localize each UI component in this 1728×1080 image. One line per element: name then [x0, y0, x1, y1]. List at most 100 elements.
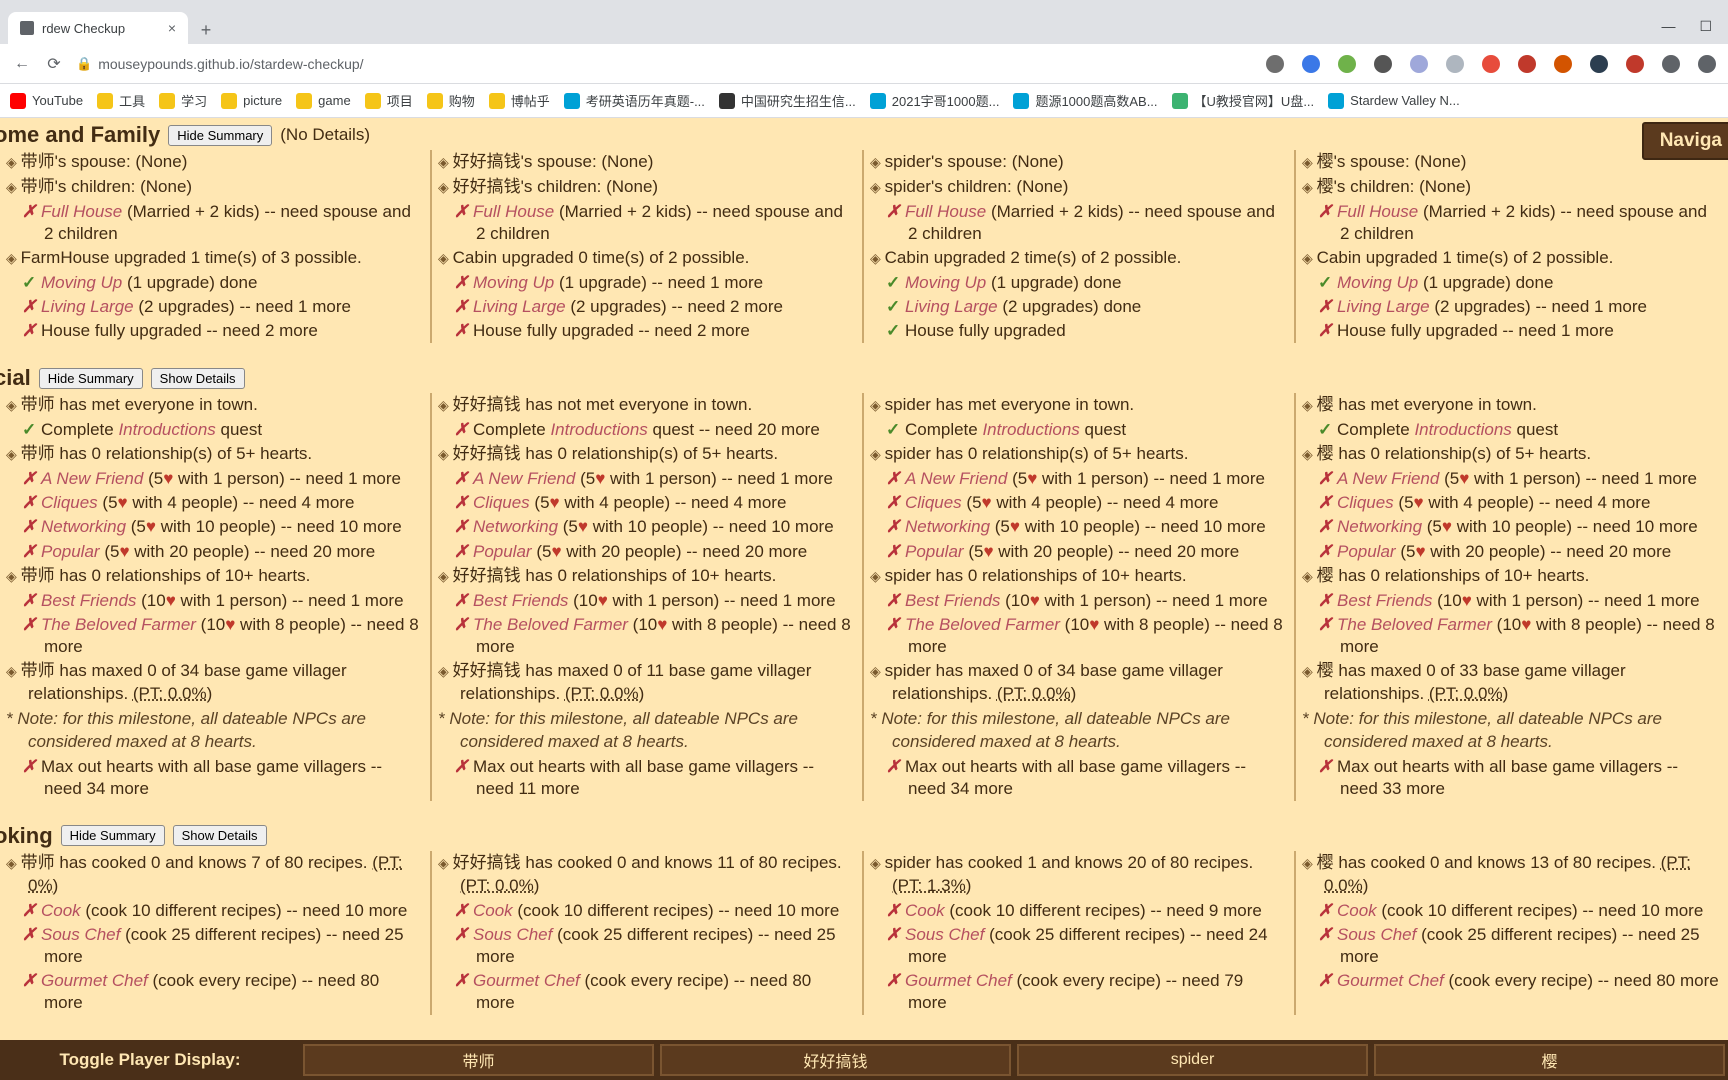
- ach-line: ✗ Cliques (5♥ with 4 people) -- need 4 m…: [1296, 491, 1720, 515]
- cook-ach: ✗ Sous Chef (cook 25 different recipes) …: [432, 923, 854, 969]
- bookmark-item[interactable]: game: [296, 93, 351, 109]
- bookmark-item[interactable]: YouTube: [10, 93, 83, 109]
- spouse-line: 带师's spouse: (None): [0, 150, 422, 175]
- cook-head: 好好搞钱 has cooked 0 and knows 11 of 80 rec…: [432, 851, 854, 899]
- note-line: * Note: for this milestone, all dateable…: [432, 707, 854, 755]
- bookmark-item[interactable]: 博帖乎: [489, 91, 550, 110]
- maxout-line: ✗ Max out hearts with all base game vill…: [864, 755, 1286, 801]
- favicon-icon: [20, 21, 34, 35]
- cooking-columns: 带师 has cooked 0 and knows 7 of 80 recipe…: [0, 851, 1728, 1015]
- bookmark-icon: [221, 93, 237, 109]
- maximize-icon[interactable]: ☐: [1699, 18, 1712, 35]
- bookmark-item[interactable]: 【U教授官网】U盘...: [1172, 91, 1315, 110]
- bookmark-item[interactable]: Stardew Valley N...: [1328, 93, 1460, 109]
- player-column: spider has cooked 1 and knows 20 of 80 r…: [864, 851, 1296, 1015]
- cook-head: 樱 has cooked 0 and knows 13 of 80 recipe…: [1296, 851, 1720, 899]
- bookmark-item[interactable]: 考研英语历年真题-...: [564, 91, 705, 110]
- player-toggle-button[interactable]: 樱: [1374, 1044, 1725, 1076]
- maxed-line: 樱 has maxed 0 of 33 base game villager r…: [1296, 659, 1720, 707]
- housefull-line: ✓ House fully upgraded: [864, 319, 1286, 343]
- section-header-cooking: oking Hide Summary Show Details: [0, 819, 1728, 851]
- rel10-line: 带师 has 0 relationships of 10+ hearts.: [0, 564, 422, 589]
- reload-icon[interactable]: ⟳: [44, 54, 64, 74]
- section-title-cooking: oking: [0, 823, 53, 849]
- show-details-button[interactable]: Show Details: [173, 825, 267, 846]
- player-toggle-button[interactable]: 带师: [303, 1044, 654, 1076]
- ach-line: ✗ Popular (5♥ with 20 people) -- need 20…: [1296, 540, 1720, 564]
- extension-icon[interactable]: [1410, 55, 1428, 73]
- bookmark-item[interactable]: picture: [221, 93, 282, 109]
- hide-summary-button[interactable]: Hide Summary: [39, 368, 143, 389]
- back-icon[interactable]: ←: [12, 55, 32, 73]
- met-line: 好好搞钱 has not met everyone in town.: [432, 393, 854, 418]
- extension-icon[interactable]: [1662, 55, 1680, 73]
- bookmark-item[interactable]: 购物: [427, 91, 475, 110]
- maxed-line: 好好搞钱 has maxed 0 of 11 base game village…: [432, 659, 854, 707]
- tab-close-icon[interactable]: ×: [168, 20, 176, 36]
- lock-icon: 🔒: [76, 56, 92, 72]
- hide-summary-button[interactable]: Hide Summary: [168, 125, 272, 146]
- ach-line: ✗ The Beloved Farmer (10♥ with 8 people)…: [864, 613, 1286, 659]
- bookmark-item[interactable]: 学习: [159, 91, 207, 110]
- rel10-line: spider has 0 relationships of 10+ hearts…: [864, 564, 1286, 589]
- housefull-line: ✗ House fully upgraded -- need 1 more: [1296, 319, 1720, 343]
- player-toggle-button[interactable]: spider: [1017, 1044, 1368, 1076]
- intro-line: ✓ Complete Introductions quest: [0, 418, 422, 442]
- ach-line: ✗ Best Friends (10♥ with 1 person) -- ne…: [0, 589, 422, 613]
- show-details-button[interactable]: Show Details: [151, 368, 245, 389]
- extension-icon[interactable]: [1590, 55, 1608, 73]
- bookmark-label: 博帖乎: [511, 91, 550, 110]
- minimize-icon[interactable]: —: [1661, 18, 1675, 34]
- bookmarks-bar: YouTube 工具 学习 picture game 项目购物 博帖乎考研英语历年真题-..…: [0, 84, 1728, 118]
- cook-ach: ✗ Cook (cook 10 different recipes) -- ne…: [0, 899, 422, 923]
- extension-icon[interactable]: [1554, 55, 1572, 73]
- bookmark-item[interactable]: 2021宇哥1000题...: [870, 91, 1000, 110]
- bookmark-icon: [159, 93, 175, 109]
- cook-ach: ✗ Sous Chef (cook 25 different recipes) …: [0, 923, 422, 969]
- bookmark-label: 学习: [181, 91, 207, 110]
- extension-icon[interactable]: [1482, 55, 1500, 73]
- housefull-line: ✗ House fully upgraded -- need 2 more: [0, 319, 422, 343]
- new-tab-button[interactable]: +: [192, 16, 220, 44]
- player-column: 樱 has met everyone in town.✓ Complete In…: [1296, 393, 1728, 801]
- ach-line: ✗ Cliques (5♥ with 4 people) -- need 4 m…: [864, 491, 1286, 515]
- ach-line: ✗ Networking (5♥ with 10 people) -- need…: [864, 515, 1286, 539]
- children-line: spider's children: (None): [864, 175, 1286, 200]
- ach-line: ✗ Best Friends (10♥ with 1 person) -- ne…: [864, 589, 1286, 613]
- housefull-line: ✗ House fully upgraded -- need 2 more: [432, 319, 854, 343]
- fullhouse-line: ✗ Full House (Married + 2 kids) -- need …: [1296, 200, 1720, 246]
- extension-icon[interactable]: [1338, 55, 1356, 73]
- spouse-line: spider's spouse: (None): [864, 150, 1286, 175]
- player-toggle-button[interactable]: 好好搞钱: [660, 1044, 1011, 1076]
- extension-icon[interactable]: [1446, 55, 1464, 73]
- browser-tab[interactable]: rdew Checkup ×: [8, 12, 188, 44]
- url-display[interactable]: 🔒 mouseypounds.github.io/stardew-checkup…: [76, 56, 364, 72]
- extension-icon[interactable]: [1374, 55, 1392, 73]
- extension-icon[interactable]: [1302, 55, 1320, 73]
- ach-line: ✗ A New Friend (5♥ with 1 person) -- nee…: [0, 467, 422, 491]
- browser-top-strip: [0, 0, 1728, 8]
- ach-line: ✗ Cliques (5♥ with 4 people) -- need 4 m…: [432, 491, 854, 515]
- player-column: spider's spouse: (None)spider's children…: [864, 150, 1296, 343]
- page-content: Naviga ome and Family Hide Summary (No D…: [0, 118, 1728, 1040]
- bookmark-label: 工具: [119, 91, 145, 110]
- navigate-button[interactable]: Naviga: [1642, 122, 1728, 160]
- bookmark-item[interactable]: 中国研究生招生信...: [719, 91, 856, 110]
- ach-line: ✗ Popular (5♥ with 20 people) -- need 20…: [432, 540, 854, 564]
- bookmark-label: Stardew Valley N...: [1350, 93, 1460, 108]
- extension-icon[interactable]: [1266, 55, 1284, 73]
- note-line: * Note: for this milestone, all dateable…: [1296, 707, 1720, 755]
- bookmark-item[interactable]: 题源1000题高数AB...: [1013, 91, 1157, 110]
- note-line: * Note: for this milestone, all dateable…: [864, 707, 1286, 755]
- extension-icon[interactable]: [1626, 55, 1644, 73]
- moving-line: ✓ Moving Up (1 upgrade) done: [1296, 271, 1720, 295]
- bookmark-item[interactable]: 项目: [365, 91, 413, 110]
- fullhouse-line: ✗ Full House (Married + 2 kids) -- need …: [0, 200, 422, 246]
- section-title-home: ome and Family: [0, 122, 160, 148]
- bookmark-item[interactable]: 工具: [97, 91, 145, 110]
- extension-icon[interactable]: [1518, 55, 1536, 73]
- extension-icon[interactable]: [1698, 55, 1716, 73]
- hide-summary-button[interactable]: Hide Summary: [61, 825, 165, 846]
- living-line: ✓ Living Large (2 upgrades) done: [864, 295, 1286, 319]
- player-column: 好好搞钱's spouse: (None)好好搞钱's children: (N…: [432, 150, 864, 343]
